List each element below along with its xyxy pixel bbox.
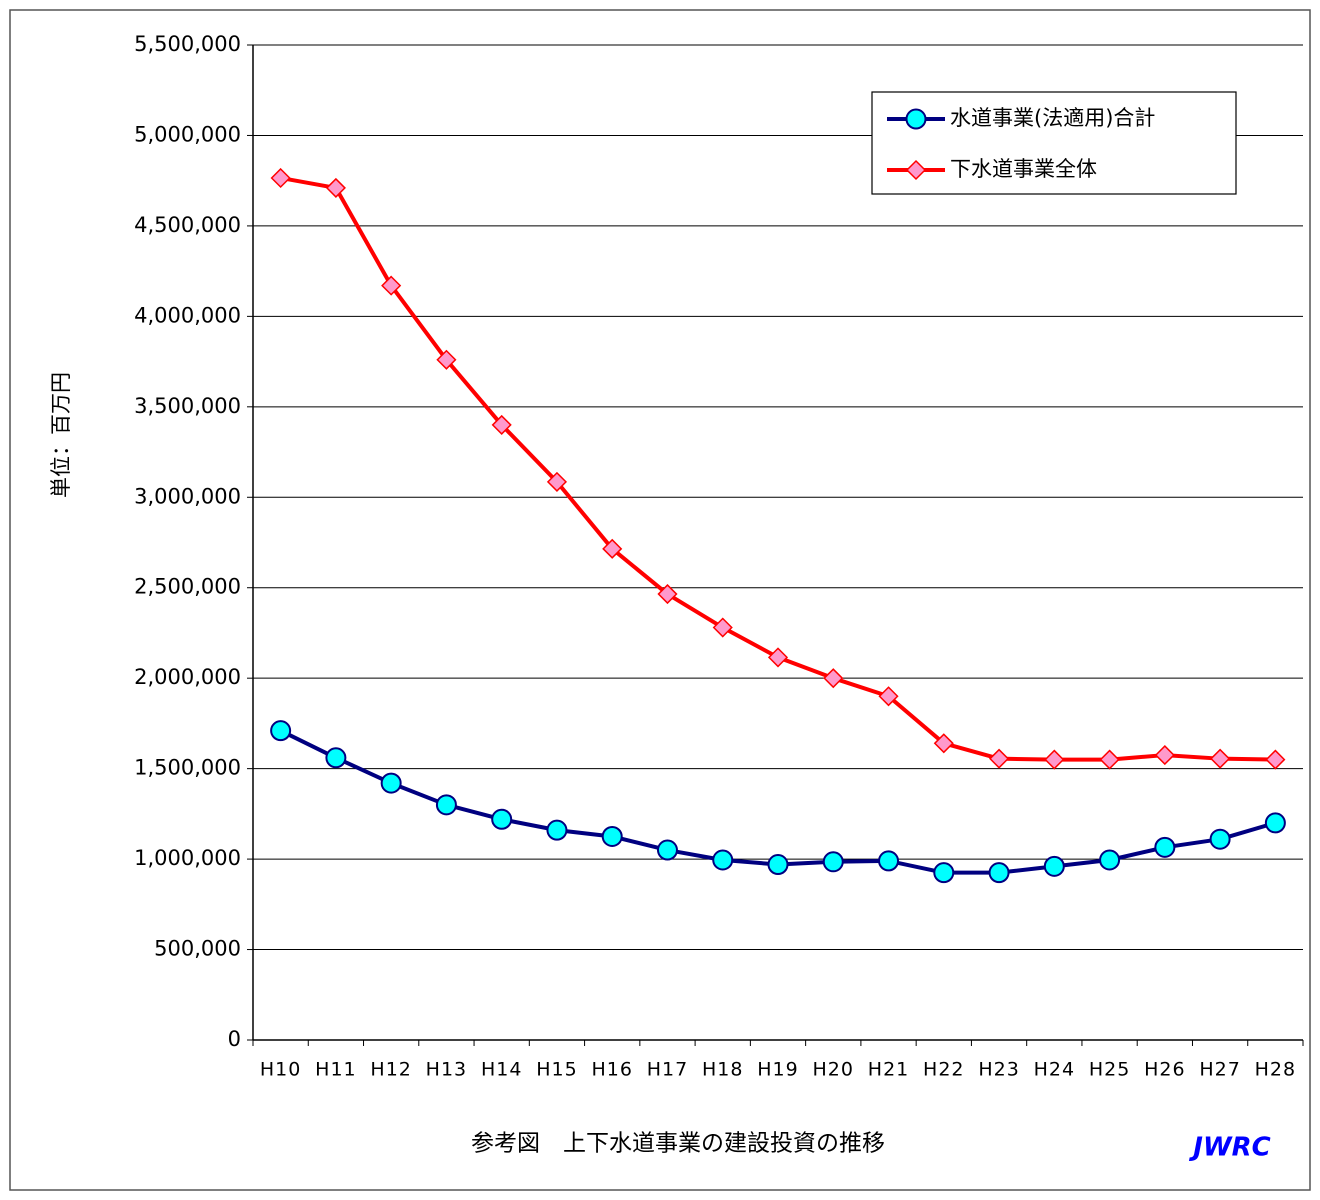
y-axis-label: 単位：百万円: [49, 372, 73, 498]
y-tick-label: 2,000,000: [134, 665, 241, 689]
data-point: [988, 862, 1010, 884]
data-point: [1154, 836, 1176, 858]
x-tick-label: H20: [813, 1059, 854, 1081]
data-point: [1099, 749, 1120, 770]
x-tick-label: H17: [647, 1059, 688, 1081]
x-tick-label: H15: [536, 1059, 577, 1081]
data-point: [878, 850, 900, 872]
data-point: [1043, 855, 1065, 877]
x-tick-label: H25: [1089, 1059, 1130, 1081]
x-tick-label: H19: [757, 1059, 798, 1081]
y-tick-label: 0: [228, 1027, 241, 1051]
data-point: [933, 733, 954, 754]
data-point: [656, 839, 678, 861]
x-tick-label: H28: [1255, 1059, 1296, 1081]
y-tick-label: 3,000,000: [134, 484, 241, 508]
y-tick-label: 1,500,000: [134, 756, 241, 780]
data-point: [1264, 812, 1286, 834]
y-tick-label: 5,500,000: [134, 32, 241, 56]
data-point: [767, 647, 789, 668]
x-tick-label: H11: [315, 1059, 356, 1081]
chart-title: 参考図 上下水道事業の建設投資の推移: [471, 1131, 885, 1157]
data-point: [823, 668, 844, 689]
data-point: [712, 617, 733, 638]
data-point: [657, 583, 678, 605]
data-point: [381, 275, 402, 296]
data-point: [491, 808, 513, 830]
x-tick-label: H18: [702, 1059, 743, 1081]
x-tick-label: H12: [370, 1059, 411, 1081]
data-point: [546, 819, 568, 841]
data-point: [1099, 849, 1121, 871]
x-tick-label: H26: [1144, 1059, 1185, 1081]
data-point: [933, 862, 955, 884]
data-point: [380, 772, 402, 794]
x-tick-label: H23: [978, 1059, 1019, 1081]
legend-box: [871, 91, 1237, 195]
legend-marker: [905, 159, 927, 181]
chart-frame: [9, 9, 1311, 1191]
legend-marker: [905, 108, 927, 130]
x-tick-label: H14: [481, 1059, 522, 1081]
data-point: [491, 414, 512, 435]
y-tick-label: 1,000,000: [134, 846, 241, 870]
data-point: [436, 349, 457, 370]
y-tick-label: 500,000: [154, 937, 241, 961]
y-tick-label: 5,000,000: [134, 122, 241, 146]
x-tick-label: H13: [426, 1059, 467, 1081]
data-point: [325, 177, 346, 198]
data-point: [546, 471, 568, 492]
data-point: [325, 747, 347, 769]
data-point: [270, 720, 292, 742]
data-point: [767, 854, 789, 876]
y-tick-label: 2,500,000: [134, 575, 241, 599]
x-tick-label: H24: [1034, 1059, 1075, 1081]
data-point: [601, 825, 623, 847]
data-point: [1154, 745, 1175, 766]
legend-label: 下水道事業全体: [950, 157, 1097, 181]
y-tick-label: 4,000,000: [134, 303, 241, 327]
data-point: [602, 538, 623, 559]
data-point: [1210, 748, 1231, 769]
data-point: [1265, 749, 1286, 770]
y-tick-label: 4,500,000: [134, 213, 241, 237]
x-tick-label: H22: [923, 1059, 964, 1081]
data-point: [1209, 828, 1231, 850]
data-point: [878, 686, 899, 707]
logo: JWRC: [1188, 1133, 1270, 1163]
legend-label: 水道事業(法適用)合計: [950, 106, 1155, 130]
data-point: [435, 794, 457, 816]
x-tick-label: H16: [591, 1059, 632, 1081]
x-tick-label: H27: [1199, 1059, 1240, 1081]
x-tick-label: H21: [868, 1059, 909, 1081]
x-tick-label: H10: [260, 1059, 301, 1081]
y-tick-label: 3,500,000: [134, 394, 241, 418]
data-point: [822, 851, 844, 873]
data-point: [1044, 749, 1065, 770]
data-point: [270, 167, 291, 189]
data-point: [712, 849, 734, 871]
data-point: [988, 748, 1010, 769]
